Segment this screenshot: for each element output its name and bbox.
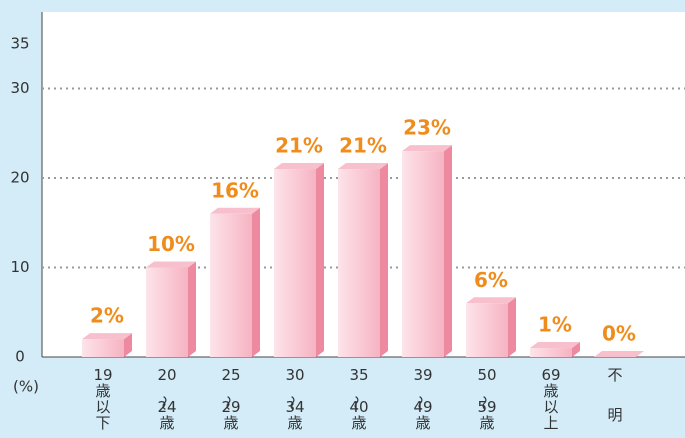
bar	[338, 163, 388, 357]
x-tick-label-part: 上	[543, 414, 558, 432]
bar-top	[402, 145, 452, 152]
value-label: 0%	[602, 322, 636, 346]
bar-side	[572, 342, 580, 357]
x-tick-label-part: 下	[95, 414, 110, 432]
x-tick-label-part: 25	[221, 366, 240, 384]
y-tick-label: 20	[10, 169, 29, 187]
x-tick-label-part: 歳	[479, 414, 494, 432]
value-label: 10%	[147, 232, 195, 256]
bar-front	[466, 303, 508, 357]
x-tick-label-part: 34	[285, 398, 304, 416]
bar-top	[82, 333, 132, 340]
bar-top	[466, 297, 516, 304]
x-tick-label-part: 59	[477, 398, 496, 416]
x-tick-label-part: 30	[285, 366, 304, 384]
bar-side	[252, 207, 260, 357]
bar-front	[402, 151, 444, 357]
bar-top	[210, 207, 260, 214]
x-tick-label-part: ～	[155, 396, 173, 411]
bar	[402, 145, 452, 357]
bar-front	[210, 213, 252, 357]
x-tick-label: 20 ～24 歳	[155, 366, 176, 432]
x-tick-label-part: 以	[95, 398, 110, 416]
x-tick-label-part: 20	[157, 366, 176, 384]
x-tick-label-part: 49	[413, 398, 432, 416]
bar-top	[146, 261, 196, 268]
x-tick-label-part: 40	[349, 398, 368, 416]
bar	[466, 297, 516, 357]
bar-side	[316, 163, 324, 357]
bar	[530, 342, 580, 357]
bar-side	[380, 163, 388, 357]
x-tick-label-part: 24	[157, 398, 176, 416]
x-tick-label-part: ～	[219, 396, 237, 411]
value-label: 1%	[538, 313, 572, 337]
x-tick-label-part: 歳	[95, 382, 110, 400]
bar-front	[274, 169, 316, 357]
x-tick-label-part: 歳	[351, 414, 366, 432]
value-label: 21%	[339, 134, 387, 158]
x-tick-label-part: 35	[349, 366, 368, 384]
x-tick-label: 39 ～49 歳	[411, 366, 432, 432]
value-label: 16%	[211, 178, 259, 202]
x-tick-label-part: ～	[475, 396, 493, 411]
bar-front	[146, 267, 188, 357]
x-tick-label: 不明	[607, 366, 622, 424]
bar-side	[508, 297, 516, 357]
y-tick-label: 10	[10, 258, 29, 276]
x-tick-label: 30 ～34 歳	[283, 366, 304, 432]
x-tick-label-part: ～	[283, 396, 301, 411]
x-tick-label: 19 歳以下	[93, 366, 112, 432]
bar	[594, 351, 644, 357]
bar-side	[188, 261, 196, 357]
x-tick-label: 50 ～59 歳	[475, 366, 496, 432]
x-tick-label-part: 歳	[223, 414, 238, 432]
x-tick-label-part: 歳	[287, 414, 302, 432]
y-tick-label: 30	[10, 79, 29, 97]
bar-top	[274, 163, 324, 170]
bar-front	[82, 339, 124, 357]
bar-top	[338, 163, 388, 170]
x-tick-label-part: 50	[477, 366, 496, 384]
x-tick-label-part: 39	[413, 366, 432, 384]
bar-front	[530, 348, 572, 357]
bar-top	[594, 351, 644, 357]
x-tick-label-part: 歳	[543, 382, 558, 400]
y-tick-label: 35	[10, 34, 29, 52]
x-tick-label-part: 69	[541, 366, 560, 384]
bar	[146, 261, 196, 357]
value-label: 2%	[90, 304, 124, 328]
x-tick-label-part: 19	[93, 366, 112, 384]
x-tick-label-part: 不	[607, 366, 622, 384]
x-tick-label: 25 ～29 歳	[219, 366, 240, 432]
bar-side	[124, 333, 132, 357]
bar	[210, 207, 260, 357]
value-label: 23%	[403, 116, 451, 140]
bar	[274, 163, 324, 357]
x-tick-label-part: 29	[221, 398, 240, 416]
y-tick-label: 0	[15, 348, 25, 366]
bar-side	[444, 145, 452, 357]
value-label: 6%	[474, 268, 508, 292]
x-tick-label-part: 以	[543, 398, 558, 416]
x-tick-label-part: 歳	[159, 414, 174, 432]
y-axis-label: (%)	[13, 378, 39, 396]
bar	[82, 333, 132, 357]
x-tick-label-part: ～	[347, 396, 365, 411]
x-tick-label-part: 明	[607, 406, 622, 424]
bar-front	[338, 169, 380, 357]
x-tick-label-part: 歳	[415, 414, 430, 432]
x-tick-label: 35 ～40 歳	[347, 366, 368, 432]
bar-top	[530, 342, 580, 349]
value-label: 21%	[275, 134, 323, 158]
x-tick-label-part: ～	[411, 396, 429, 411]
x-tick-label: 69 歳以上	[541, 366, 560, 432]
